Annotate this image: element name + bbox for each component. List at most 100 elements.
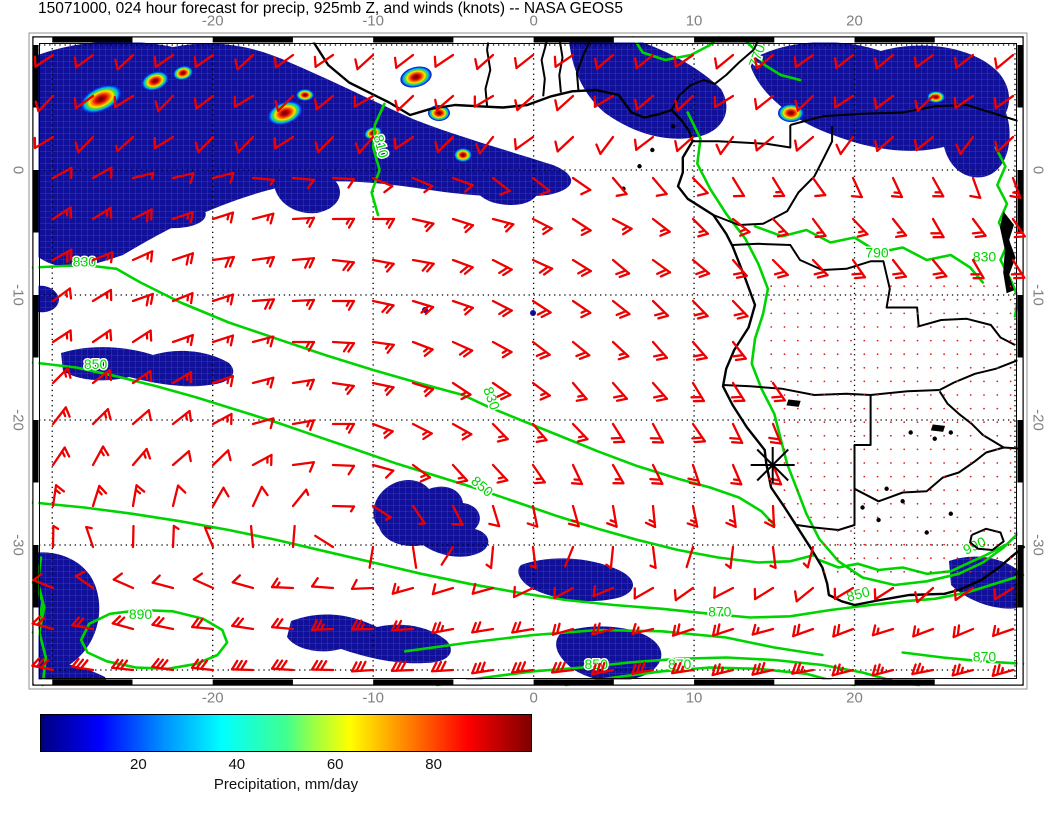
terrain-grid-dot bbox=[996, 366, 999, 369]
barb-full bbox=[511, 621, 517, 634]
terrain-grid-dot bbox=[956, 407, 959, 410]
barb-full bbox=[600, 661, 606, 674]
terrain-grid-dot bbox=[796, 312, 799, 315]
wind-barb bbox=[806, 545, 815, 569]
barb-half bbox=[485, 563, 493, 570]
barb-full bbox=[435, 621, 442, 634]
terrain-grid-dot bbox=[850, 434, 852, 437]
barb-half bbox=[54, 488, 61, 495]
terrain-grid-dot bbox=[850, 380, 852, 383]
barb-full bbox=[475, 621, 482, 633]
terrain-grid-dot bbox=[823, 502, 826, 505]
barb-full bbox=[753, 139, 758, 152]
barb-half bbox=[802, 562, 809, 569]
wind-barb bbox=[368, 545, 375, 569]
terrain-grid-dot bbox=[890, 407, 892, 410]
barb-full bbox=[269, 335, 275, 348]
barb-full bbox=[753, 57, 758, 70]
barb-full bbox=[725, 521, 737, 528]
barb-full bbox=[347, 299, 356, 311]
map-frame bbox=[28, 32, 1028, 690]
barb-full bbox=[676, 623, 681, 636]
country-border bbox=[722, 384, 940, 396]
barb-full bbox=[115, 659, 124, 670]
barb-half bbox=[63, 370, 68, 378]
terrain-grid-dot bbox=[836, 570, 839, 573]
country-border bbox=[969, 527, 1005, 551]
barb-full bbox=[695, 269, 707, 276]
barb-half bbox=[1000, 666, 1004, 675]
land-dot bbox=[948, 430, 953, 435]
terrain-grid-dot bbox=[929, 489, 932, 492]
terrain-grid-dot bbox=[1009, 353, 1012, 356]
barb-half bbox=[800, 665, 805, 674]
terrain-grid-dot bbox=[823, 475, 826, 478]
barb-full bbox=[431, 622, 437, 635]
terrain-grid-dot bbox=[1009, 530, 1012, 532]
barb-full bbox=[567, 522, 580, 528]
terrain-grid-dot bbox=[903, 421, 906, 424]
precipitation-colorbar bbox=[40, 714, 532, 752]
wind-barb bbox=[874, 94, 895, 110]
barb-full bbox=[394, 99, 399, 112]
terrain-grid-dot bbox=[943, 421, 945, 424]
terrain-grid-dot bbox=[876, 285, 879, 288]
barb-full bbox=[79, 659, 89, 670]
barb-full bbox=[231, 616, 240, 627]
barb-full bbox=[851, 272, 864, 276]
terrain-grid-dot bbox=[796, 462, 799, 464]
barb-full bbox=[391, 582, 397, 595]
terrain-grid-dot bbox=[836, 298, 839, 301]
wind-barb bbox=[276, 94, 295, 112]
barb-full bbox=[222, 486, 230, 498]
barb-full bbox=[696, 191, 709, 197]
terrain-grid-dot bbox=[890, 312, 892, 315]
wind-barb bbox=[411, 258, 435, 265]
terrain-grid-dot bbox=[969, 543, 972, 546]
terrain-grid-dot bbox=[823, 312, 826, 315]
barb-half bbox=[649, 564, 657, 569]
land-dot bbox=[637, 164, 642, 169]
barb-full bbox=[795, 662, 802, 674]
terrain-grid-dot bbox=[903, 380, 906, 383]
terrain-grid-dot bbox=[783, 516, 786, 519]
terrain-grid-dot bbox=[783, 421, 786, 424]
barb-half bbox=[580, 309, 588, 314]
barb-full bbox=[319, 660, 328, 671]
wind-barb bbox=[111, 622, 135, 631]
terrain-grid-dot bbox=[996, 557, 999, 560]
wind-barb bbox=[251, 376, 275, 385]
terrain-grid-dot bbox=[1009, 298, 1012, 301]
wind-barb bbox=[231, 624, 255, 631]
barb-full bbox=[615, 192, 628, 197]
wind-barb bbox=[651, 545, 657, 569]
barb-full bbox=[189, 172, 195, 185]
terrain-grid-dot bbox=[943, 312, 945, 315]
barb-half bbox=[609, 519, 617, 524]
terrain-grid-dot bbox=[876, 353, 879, 356]
terrain-grid-dot bbox=[983, 394, 985, 396]
height-contour-850 bbox=[435, 656, 921, 687]
barb-full bbox=[395, 619, 403, 632]
barb-full bbox=[873, 97, 878, 110]
wind-barb bbox=[395, 53, 415, 69]
barb-full bbox=[770, 481, 783, 486]
lake bbox=[999, 211, 1016, 294]
wind-barb bbox=[371, 381, 395, 389]
barb-full bbox=[671, 662, 678, 675]
barb-full bbox=[634, 98, 639, 111]
barb-full bbox=[347, 217, 356, 229]
wind-barb bbox=[835, 53, 855, 70]
terrain-grid-dot bbox=[929, 557, 932, 560]
barb-full bbox=[342, 341, 351, 353]
barb-full bbox=[239, 659, 248, 671]
barb-full bbox=[554, 140, 559, 153]
barb-half bbox=[226, 294, 230, 303]
barb-full bbox=[425, 222, 435, 233]
terrain-grid-dot bbox=[956, 339, 959, 342]
barb-full bbox=[693, 440, 707, 444]
barb-full bbox=[555, 661, 562, 674]
barb-half bbox=[457, 476, 466, 480]
wind-barb bbox=[871, 627, 895, 637]
barb-full bbox=[313, 55, 317, 68]
